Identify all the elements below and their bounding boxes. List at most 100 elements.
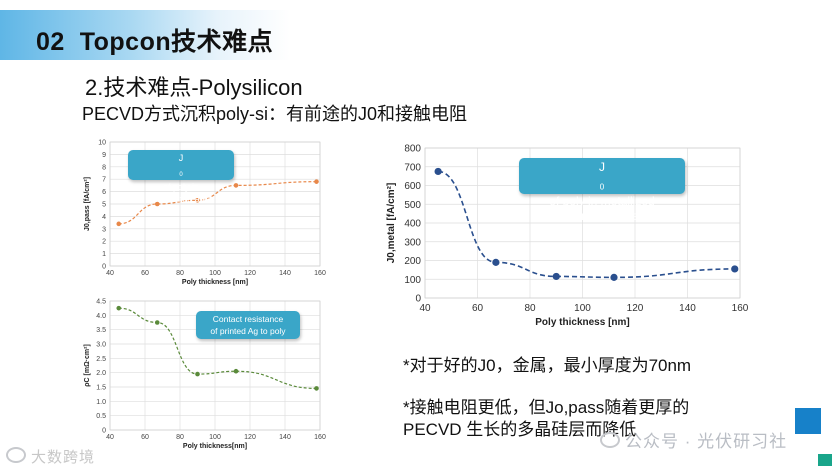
y-tick-label: 0	[102, 428, 106, 435]
y-tick-label: 3	[102, 226, 106, 233]
x-tick-label: 160	[314, 270, 326, 277]
page-title: 02 Topcon技术难点	[36, 22, 273, 58]
x-axis-label: Poly thickness[nm]	[183, 443, 247, 450]
note-contact-line2: PECVD 生长的多晶硅层而降低	[403, 420, 637, 439]
y-tick-label: 0	[102, 264, 106, 271]
data-point	[492, 258, 500, 266]
subtitle: 2.技术难点-Polysilicon	[85, 75, 303, 100]
y-tick-label: 100	[404, 275, 421, 286]
x-tick-label: 140	[679, 303, 696, 314]
x-tick-label: 40	[419, 303, 431, 314]
data-point	[233, 368, 239, 374]
chart1-callout-line2: passivated area	[149, 193, 213, 204]
note-j0: *对于好的J0，金属，最小厚度为70nm	[403, 356, 692, 375]
subline: PECVD方式沉积poly-si：有前途的J0和接触电阻	[82, 104, 468, 124]
data-point	[116, 221, 122, 227]
x-tick-label: 140	[279, 434, 291, 441]
chart2-callout-line2: of printed Ag to poly	[210, 326, 286, 336]
chart2-callout: Contact resistance of printed Ag to poly	[196, 311, 300, 339]
y-axis-label: J0,pass [fA/cm²]	[84, 177, 91, 231]
y-tick-label: 7	[102, 177, 106, 184]
y-tick-label: 3.5	[96, 327, 106, 334]
y-tick-label: 4.5	[96, 299, 106, 306]
section-title: Topcon技术难点	[79, 28, 274, 56]
y-tick-label: 500	[404, 200, 421, 211]
y-tick-label: 4.0	[96, 313, 106, 320]
x-tick-label: 120	[244, 270, 256, 277]
data-point	[314, 179, 319, 184]
y-axis-label: J0,metal [fA/cm²]	[386, 183, 397, 264]
y-tick-label: 8	[102, 164, 106, 171]
y-axis-label: ρC [mΩ·cm²]	[84, 344, 91, 387]
y-tick-label: 1.0	[96, 399, 106, 406]
y-tick-label: 3.0	[96, 342, 106, 349]
data-point	[233, 183, 239, 188]
x-tick-label: 140	[279, 270, 291, 277]
y-tick-label: 0.5	[96, 413, 106, 420]
x-tick-label: 80	[176, 434, 184, 441]
data-point	[552, 272, 560, 281]
x-tick-label: 100	[209, 270, 221, 277]
y-tick-label: 5	[102, 202, 106, 209]
x-tick-label: 40	[106, 270, 114, 277]
y-tick-label: 2	[102, 239, 106, 246]
x-tick-label: 80	[524, 303, 536, 314]
y-tick-label: 400	[404, 219, 421, 230]
y-tick-label: 2.5	[96, 356, 106, 363]
x-tick-label: 80	[176, 270, 184, 277]
y-tick-label: 200	[404, 256, 421, 267]
x-tick-label: 160	[732, 303, 749, 314]
y-tick-label: 600	[404, 181, 421, 192]
y-tick-label: 700	[404, 162, 421, 173]
data-point	[610, 273, 618, 281]
plot-frame	[109, 141, 321, 267]
x-tick-label: 120	[244, 434, 256, 441]
data-point	[731, 265, 739, 273]
y-tick-label: 0	[415, 294, 421, 305]
y-tick-label: 1	[102, 251, 106, 258]
chart-contact-resistance: 0 0.5 1.0 1.5 2.0 2.5 3.0 3.5 4.0 4.5 40 60 80 100 120…	[84, 299, 326, 451]
y-tick-label: 4	[102, 214, 106, 221]
chart-j0-metal: 0 100 200 300 400 500 600 700 800 40 60 80 100 120 140…	[386, 144, 749, 329]
y-tick-label: 1.5	[96, 385, 106, 392]
y-tick-label: 10	[98, 140, 106, 147]
x-tick-label: 60	[141, 270, 149, 277]
y-tick-label: 6	[102, 189, 106, 196]
y-tick-label: 2.0	[96, 370, 106, 377]
y-tick-label: 300	[404, 237, 421, 248]
brand-logo-accent	[818, 454, 832, 466]
data-point	[154, 201, 160, 207]
wechat-icon	[600, 432, 620, 448]
data-point	[195, 371, 200, 377]
x-tick-label: 60	[141, 434, 149, 441]
x-tick-label: 40	[106, 434, 114, 441]
watermark-left: 大数跨境	[6, 446, 95, 467]
plot-frame	[109, 300, 321, 431]
wechat-icon	[6, 447, 26, 463]
data-point	[116, 305, 122, 311]
x-tick-label: 60	[472, 303, 484, 314]
x-tick-label: 100	[574, 303, 591, 314]
x-tick-label: 100	[209, 434, 221, 441]
data-point	[154, 320, 160, 325]
brand-logo	[795, 408, 821, 434]
x-axis-label: Poly thickness [nm]	[535, 317, 629, 328]
x-tick-label: 120	[627, 303, 644, 314]
watermark-right: 公众号 · 光伏研习社	[600, 427, 787, 452]
chart2-callout-line1: Contact resistance	[212, 314, 284, 324]
data-point	[195, 197, 200, 203]
note-contact-line1: *接触电阻更低，但Jo,pass随着更厚的	[403, 398, 690, 417]
data-point	[314, 386, 319, 391]
x-tick-label: 160	[314, 434, 326, 441]
x-axis-label: Poly thickness [nm]	[182, 279, 248, 286]
y-tick-label: 800	[404, 144, 421, 155]
plot-frame	[424, 147, 741, 299]
chart3-callout-line2: (screenprinted) area	[547, 209, 657, 224]
data-point	[434, 167, 442, 176]
section-number: 02	[36, 28, 65, 56]
header-bar	[0, 10, 290, 60]
